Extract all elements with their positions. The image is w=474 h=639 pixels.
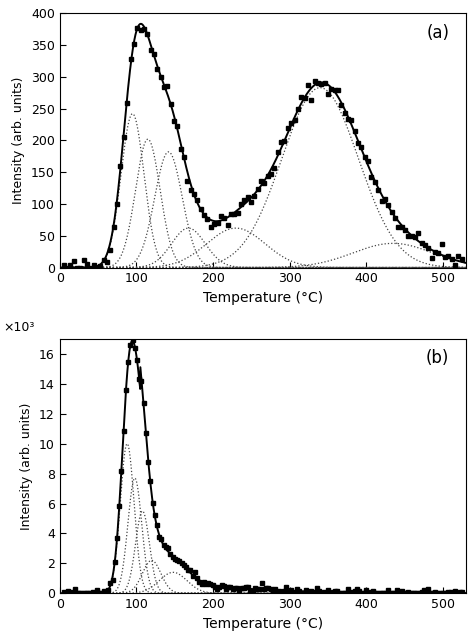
X-axis label: Temperature (°C): Temperature (°C) <box>203 617 323 631</box>
X-axis label: Temperature (°C): Temperature (°C) <box>203 291 323 305</box>
Text: (a): (a) <box>427 24 449 42</box>
Text: (b): (b) <box>426 350 449 367</box>
Y-axis label: Intensity (arb. units): Intensity (arb. units) <box>12 77 26 204</box>
Y-axis label: Intensity (arb. units): Intensity (arb. units) <box>20 403 34 530</box>
Text: ×10³: ×10³ <box>3 321 34 334</box>
